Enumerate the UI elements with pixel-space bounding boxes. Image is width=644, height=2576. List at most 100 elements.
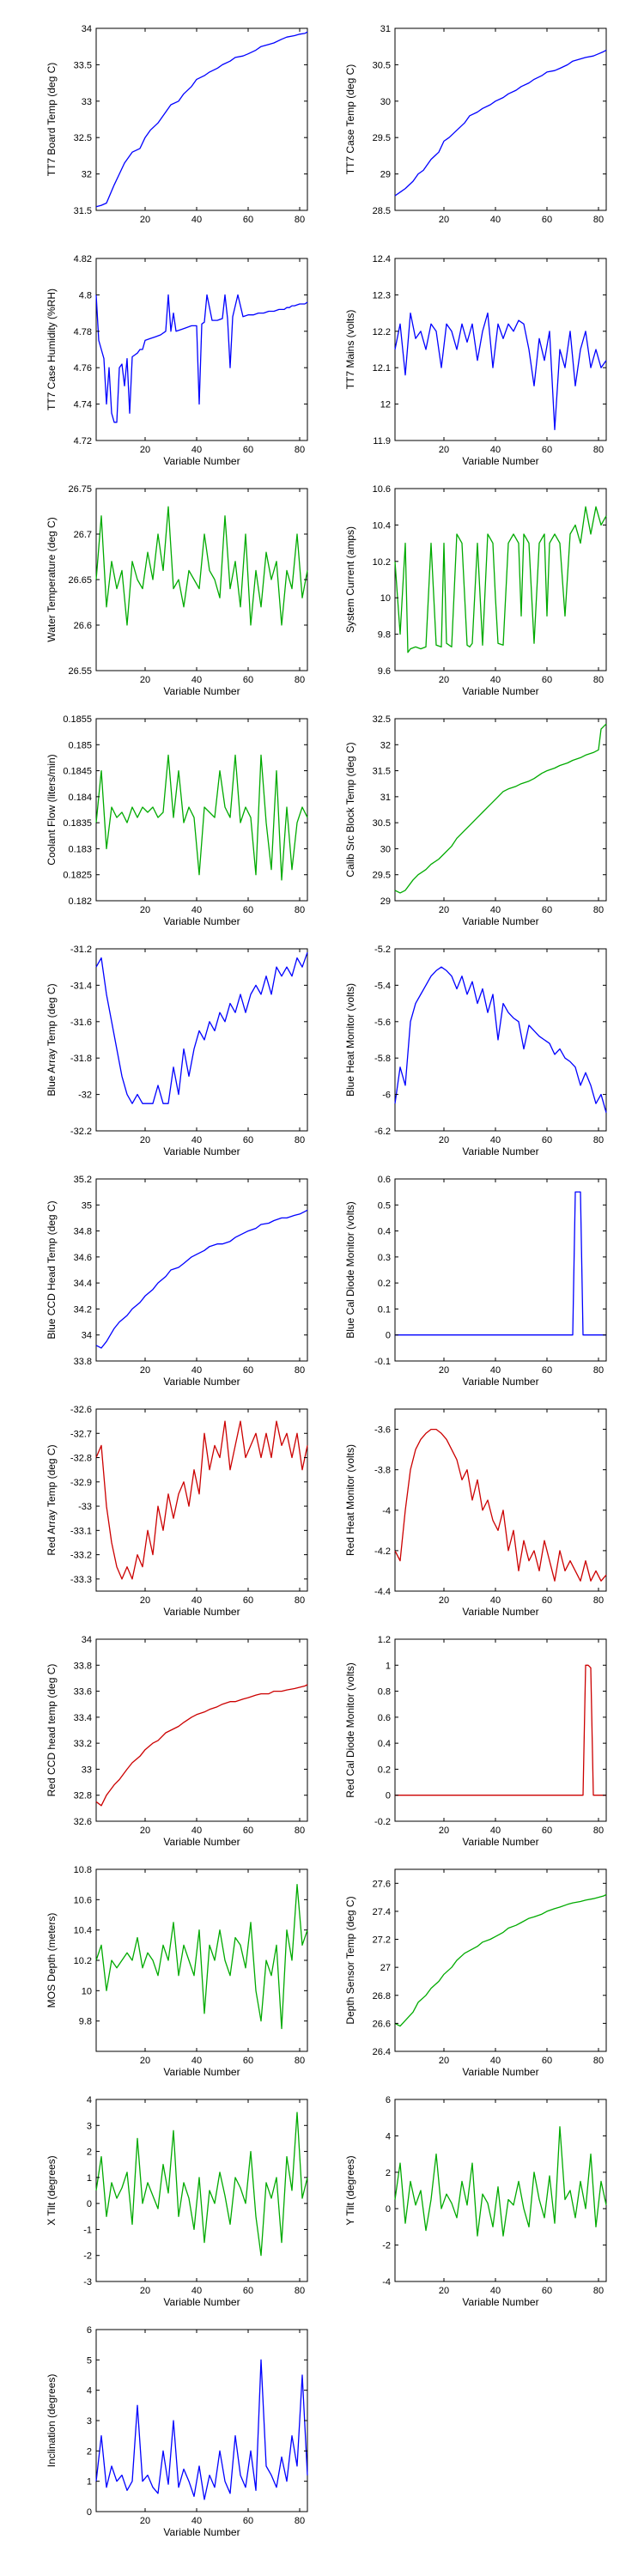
y-tick-label: 26.65	[68, 575, 92, 586]
y-tick-label: 34	[82, 1635, 92, 1645]
plot-frame	[394, 718, 607, 902]
chart-11: 33.8 34 34.2 34.4 34.6 34.8 35 35.2 20 40 60 80 Vari…	[46, 1175, 308, 1388]
y-tick-label: 33.8	[74, 1357, 92, 1367]
y-tick-label: -2	[382, 2241, 391, 2251]
chart-1: 31.5 32 32.5 33 33.5 34 20 40 60 80 TT7 Board Temp…	[46, 24, 308, 225]
y-tick-label: -31.4	[70, 981, 92, 991]
y-tick-label: 26.55	[68, 666, 92, 677]
y-tick-label: 12.3	[373, 290, 391, 301]
chart-18: 26.4 26.6 26.8 27 27.2 27.4 27.6 20 40 60 80 Variab…	[344, 1868, 607, 2078]
y-tick-label: 4.82	[74, 254, 92, 264]
x-tick-label: 80	[295, 2516, 305, 2526]
y-axis-label: Calib Src Block Temp (deg C)	[344, 742, 356, 877]
plot-frame	[394, 258, 607, 441]
y-axis-label: Red Cal Diode Monitor (volts)	[344, 1662, 356, 1797]
series-line	[95, 951, 308, 1104]
y-tick-label: 10	[380, 593, 391, 604]
x-tick-label: 40	[191, 215, 202, 225]
y-tick-label: 9.8	[378, 630, 391, 641]
x-tick-label: 20	[140, 2516, 150, 2526]
y-axis-label: Coolant Flow (liters/min)	[46, 754, 58, 865]
x-tick-label: 20	[439, 445, 449, 455]
y-tick-label: 0.8	[378, 1687, 391, 1698]
y-tick-label: 3	[87, 2121, 92, 2131]
x-tick-label: 20	[140, 1595, 150, 1606]
plot-frame	[95, 258, 308, 441]
x-axis-label: Variable Number	[462, 685, 538, 697]
x-tick-label: 80	[593, 675, 604, 685]
y-axis-label: Y Tilt (degrees)	[344, 2155, 356, 2225]
y-tick-label: -4.4	[374, 1587, 391, 1597]
series-line	[394, 1428, 607, 1582]
x-tick-label: 20	[140, 215, 150, 225]
plot-frame	[95, 1178, 308, 1362]
y-axis-label: Blue Array Temp (deg C)	[46, 983, 58, 1096]
chart-20: -4 -2 0 2 4 6 20 40 60 80 Variable Number Y Tilt (d…	[344, 2095, 607, 2308]
x-axis-label: Variable Number	[462, 455, 538, 467]
x-tick-label: 40	[490, 1135, 501, 1145]
y-tick-label: 0.5	[378, 1200, 391, 1211]
y-tick-label: -0.1	[374, 1357, 391, 1367]
x-axis-label: Variable Number	[163, 1606, 240, 1618]
series-line	[95, 1684, 308, 1807]
y-tick-label: 0.1835	[63, 818, 92, 829]
y-tick-label: 0.3	[378, 1253, 391, 1263]
x-tick-label: 40	[191, 675, 202, 685]
y-tick-label: 0.2	[378, 1279, 391, 1289]
x-tick-label: 80	[295, 215, 305, 225]
y-tick-label: 10.6	[74, 1895, 92, 1905]
series-line	[394, 312, 607, 430]
y-tick-label: 1	[87, 2173, 92, 2184]
x-tick-label: 20	[439, 1826, 449, 1836]
x-tick-label: 60	[542, 215, 552, 225]
y-tick-label: 28.5	[373, 206, 391, 216]
y-tick-label: -33.1	[70, 1526, 92, 1536]
y-tick-label: 33.4	[74, 1713, 92, 1723]
x-tick-label: 40	[191, 2516, 202, 2526]
y-tick-label: 12.1	[373, 363, 391, 374]
y-tick-label: 35.2	[74, 1175, 92, 1185]
y-axis-label: MOS Depth (meters)	[46, 1913, 58, 2008]
x-tick-label: 40	[191, 2286, 202, 2296]
x-tick-label: 80	[295, 2056, 305, 2066]
x-tick-label: 20	[439, 1365, 449, 1376]
y-tick-label: 27	[380, 1963, 391, 1973]
x-tick-label: 20	[140, 2286, 150, 2296]
chart-2: 28.5 29 29.5 30 30.5 31 20 40 60 80 TT7 Case Temp …	[344, 24, 607, 225]
y-tick-label: -6	[382, 1091, 391, 1101]
x-axis-label: Variable Number	[462, 1606, 538, 1618]
y-tick-label: 12.2	[373, 327, 391, 337]
y-tick-label: 33	[82, 1765, 92, 1775]
y-tick-label: 10.6	[373, 484, 391, 495]
y-tick-label: 0	[386, 2204, 391, 2215]
y-tick-label: 33.8	[74, 1661, 92, 1671]
x-tick-label: 80	[295, 2286, 305, 2296]
y-tick-label: -4.2	[374, 1546, 391, 1557]
y-tick-label: 34.2	[74, 1304, 92, 1315]
y-tick-label: 31.5	[373, 767, 391, 777]
chart-9: -32.2 -32 -31.8 -31.6 -31.4 -31.2 20 40 60 80 Vari…	[46, 945, 308, 1157]
y-tick-label: 27.4	[373, 1907, 391, 1917]
y-tick-label: 26.75	[68, 484, 92, 495]
plot-frame	[95, 718, 308, 902]
y-axis-label: Inclination (degrees)	[46, 2374, 58, 2468]
y-tick-label: 0.2	[378, 1765, 391, 1775]
x-tick-label: 60	[542, 445, 552, 455]
y-tick-label: 10.4	[373, 520, 391, 531]
x-axis-label: Variable Number	[163, 455, 240, 467]
series-line	[95, 2359, 308, 2500]
x-tick-label: 80	[295, 905, 305, 915]
x-tick-label: 40	[490, 675, 501, 685]
plot-frame	[394, 948, 607, 1132]
x-tick-label: 80	[295, 1365, 305, 1376]
y-tick-label: 10.8	[74, 1865, 92, 1875]
y-tick-label: 4.78	[74, 327, 92, 337]
plot-frame	[95, 2099, 308, 2282]
y-tick-label: 0.185	[68, 740, 92, 750]
x-tick-label: 60	[542, 1365, 552, 1376]
x-tick-label: 60	[243, 445, 253, 455]
x-tick-label: 80	[593, 2056, 604, 2066]
x-tick-label: 20	[439, 2286, 449, 2296]
chart-17: 9.8 10 10.2 10.4 10.6 10.8 20 40 60 80 Variable Nu…	[46, 1865, 308, 2078]
y-tick-label: 32.5	[373, 714, 391, 725]
